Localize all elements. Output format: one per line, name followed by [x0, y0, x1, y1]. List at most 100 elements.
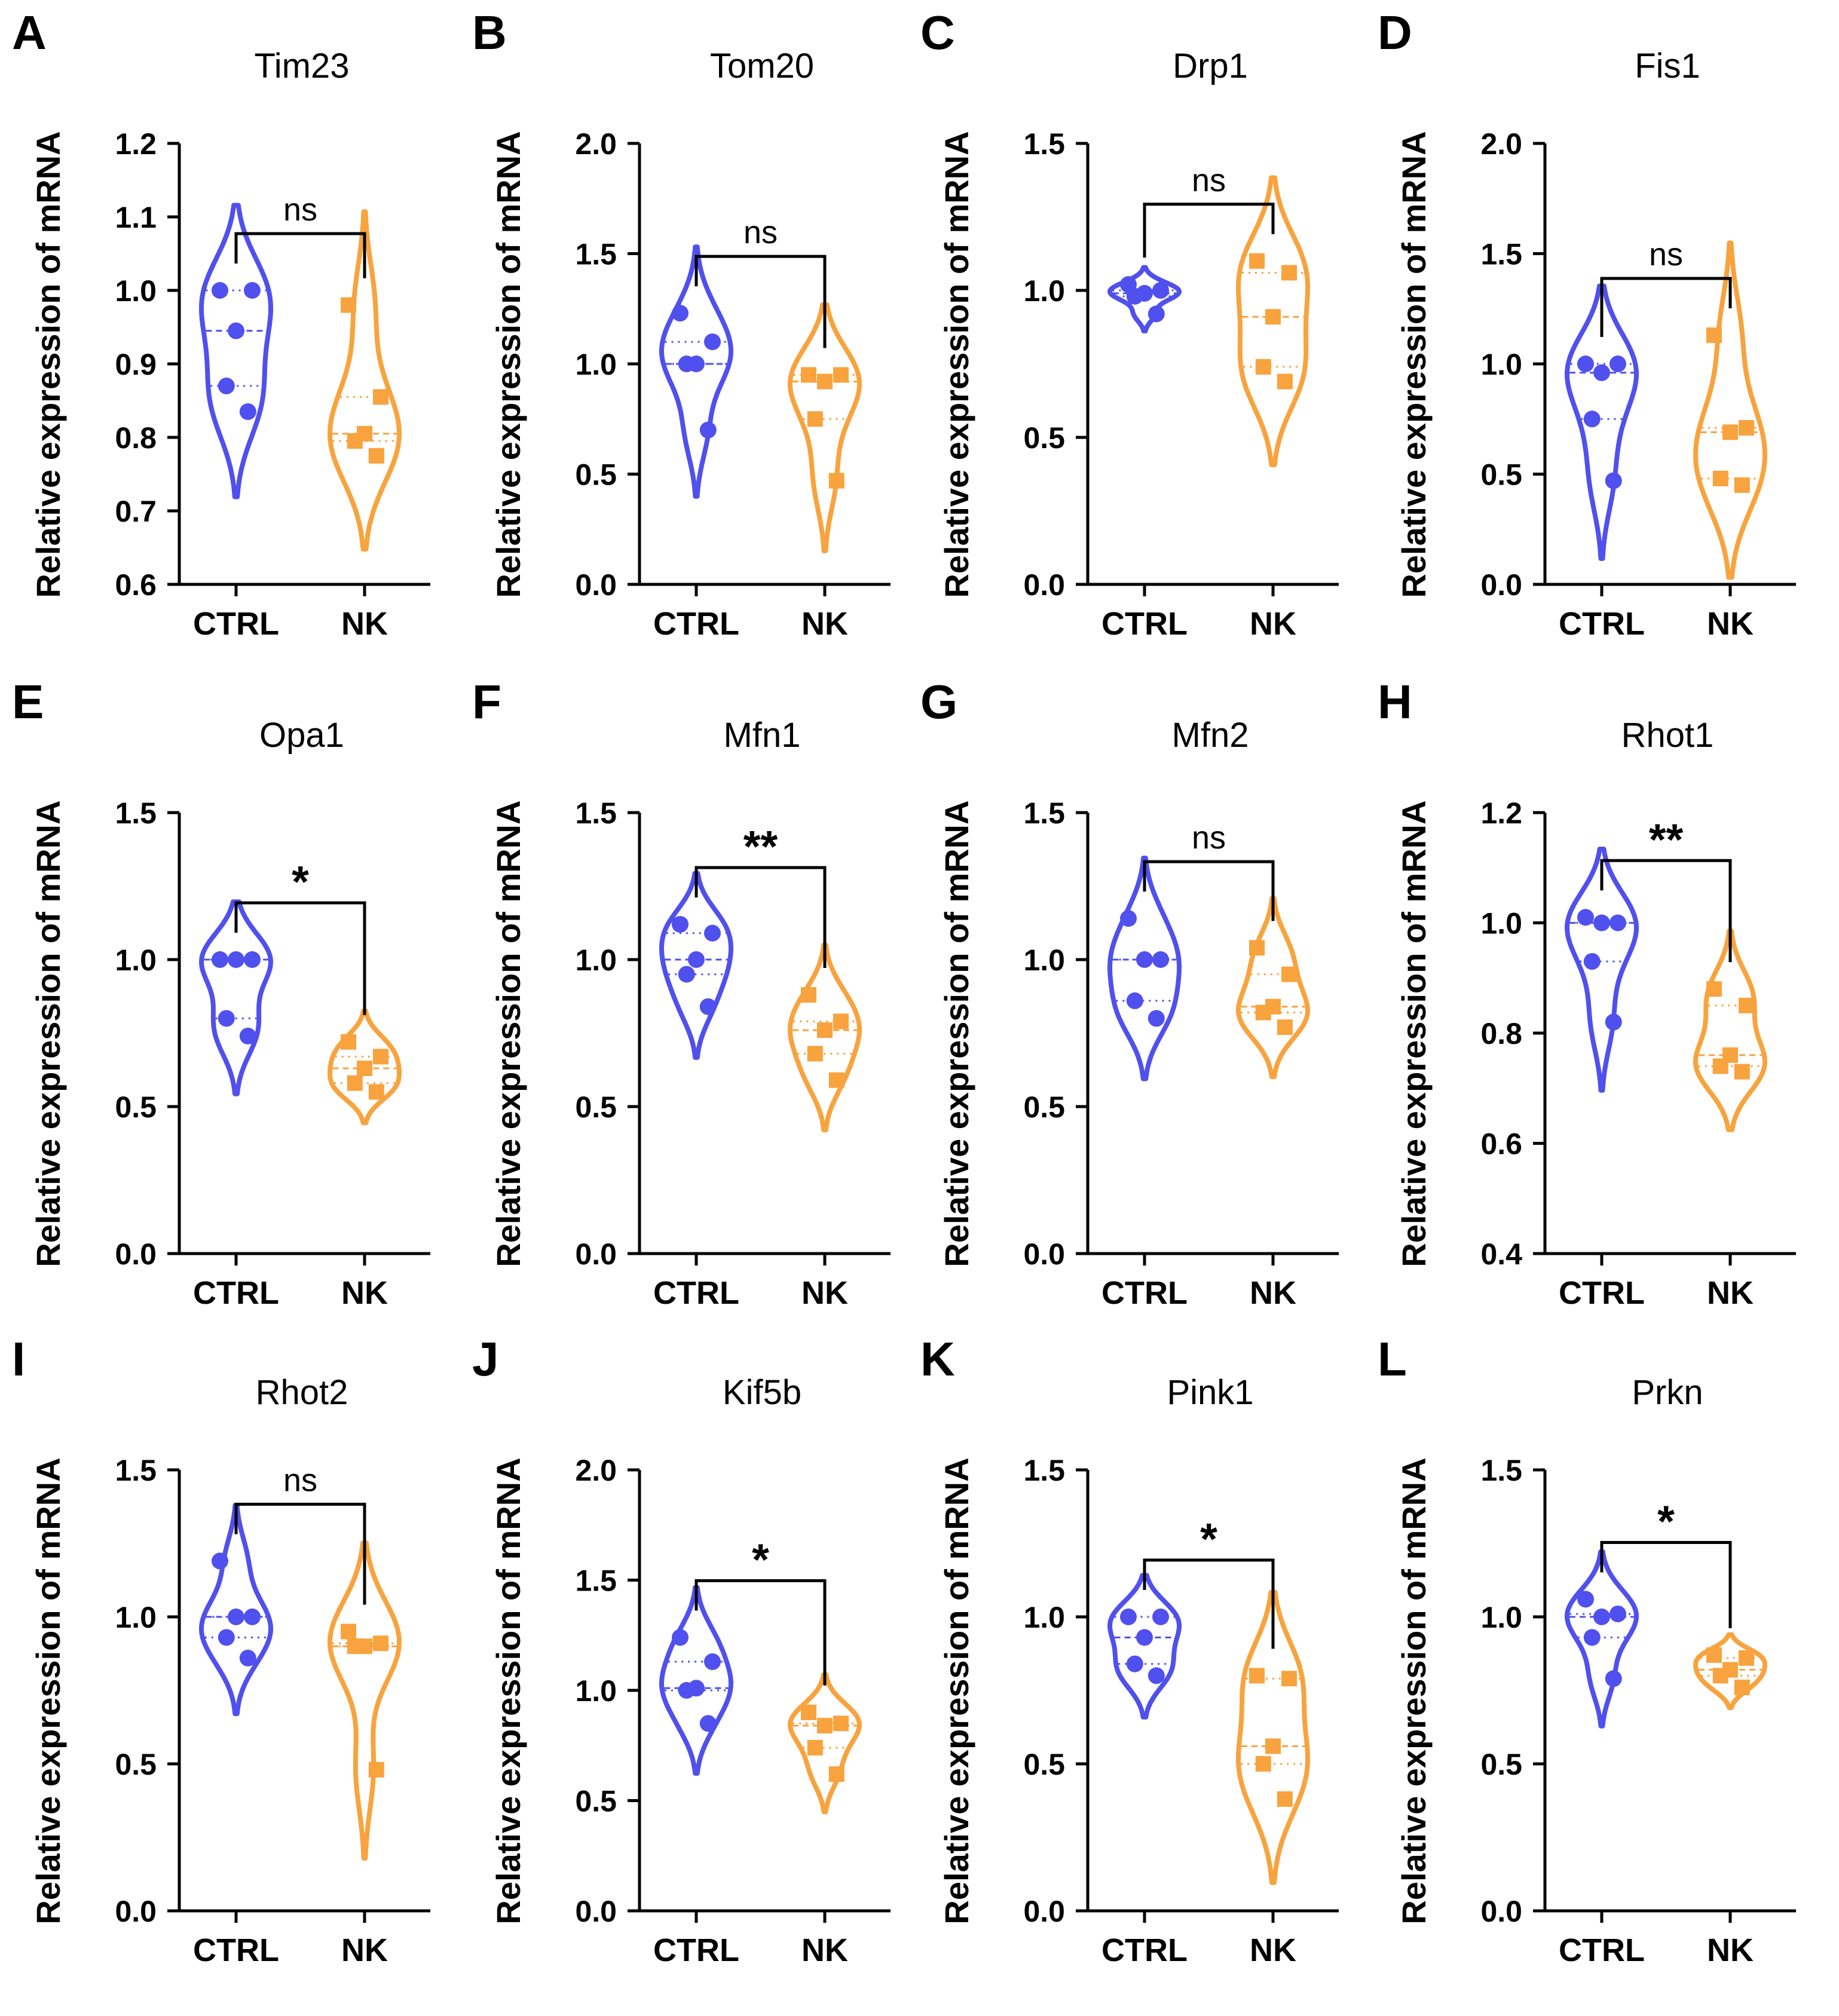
gene-title: Rhot2 — [256, 1373, 348, 1412]
y-axis-label: Relative expression of mRNA — [489, 131, 527, 598]
data-point-ctrl — [699, 1715, 717, 1732]
x-tick-label: CTRL — [1559, 1932, 1645, 1968]
y-tick-label: 2.0 — [575, 1454, 617, 1487]
data-point-nk — [833, 1013, 849, 1030]
y-tick-label: 0.5 — [575, 458, 617, 492]
data-point-ctrl — [1593, 1608, 1610, 1625]
significance-label: ns — [1649, 237, 1683, 272]
y-tick-label: 1.2 — [1480, 796, 1522, 830]
violin-nk — [1236, 896, 1310, 1079]
panel-l: L Prkn Relative expression of mRNA 0.0 0.5 1.… — [1378, 1332, 1796, 1968]
y-tick-label: 0.5 — [1023, 1748, 1065, 1781]
y-axis-label: Relative expression of mRNA — [1395, 1457, 1433, 1924]
data-point-ctrl — [704, 333, 721, 351]
significance-bracket — [694, 866, 827, 969]
violin-nk — [788, 1672, 862, 1815]
gene-title: Tim23 — [255, 47, 350, 85]
data-point-ctrl — [228, 322, 244, 339]
data-point-nk — [801, 987, 816, 1003]
x-tick-label: NK — [801, 1932, 848, 1968]
data-point-ctrl — [1126, 287, 1143, 305]
panel-letter: B — [472, 6, 507, 59]
data-point-ctrl — [1583, 1629, 1601, 1646]
data-point-nk — [1706, 1647, 1722, 1663]
data-point-ctrl — [1593, 364, 1610, 381]
y-tick-label: 0.7 — [115, 495, 157, 528]
x-tick-label: CTRL — [1101, 606, 1188, 642]
y-tick-label: 1.5 — [1023, 1454, 1065, 1487]
violin-ctrl — [1565, 1549, 1639, 1729]
panel-j: J Kif5b Relative expression of mRNA 0.0 0.5 1… — [472, 1332, 891, 1968]
gene-title: Mfn2 — [1172, 716, 1249, 755]
data-point-ctrl — [699, 421, 717, 439]
data-point-nk — [1734, 1064, 1750, 1080]
data-point-nk — [368, 1084, 384, 1100]
data-point-nk — [828, 1766, 844, 1782]
data-point-nk — [1281, 1671, 1297, 1687]
y-tick-label: 1.5 — [575, 796, 617, 830]
data-point-ctrl — [704, 924, 721, 942]
violin-ctrl — [199, 203, 273, 500]
panel-letter: D — [1378, 6, 1412, 59]
data-point-ctrl — [699, 998, 717, 1015]
data-point-ctrl — [218, 1010, 235, 1027]
y-tick-label: 1.0 — [575, 348, 617, 381]
y-tick-label: 1.5 — [1023, 796, 1065, 830]
data-point-ctrl — [1148, 305, 1165, 323]
y-tick-label: 1.0 — [115, 943, 157, 977]
panel-e: E Opa1 Relative expression of mRNA 0.0 0.5 1.… — [12, 675, 430, 1311]
significance-bracket — [1143, 860, 1275, 921]
violin-nk — [1693, 1632, 1767, 1711]
gene-title: Opa1 — [259, 716, 344, 755]
y-tick-label: 1.0 — [1480, 907, 1522, 940]
x-tick-label: CTRL — [193, 606, 279, 642]
data-point-ctrl — [1605, 472, 1622, 489]
data-point-nk — [1277, 1019, 1293, 1035]
y-tick-label: 0.0 — [1023, 1237, 1065, 1271]
gene-title: Rhot1 — [1621, 716, 1714, 755]
panel-c: C Drp1 Relative expression of mRNA 0.0 0.5 1.… — [920, 6, 1339, 642]
x-tick-label: NK — [341, 1275, 388, 1311]
data-point-ctrl — [218, 377, 235, 394]
data-point-ctrl — [228, 951, 244, 968]
y-tick-label: 0.9 — [115, 348, 157, 381]
y-axis-label: Relative expression of mRNA — [489, 800, 527, 1267]
data-point-nk — [1249, 940, 1265, 956]
x-tick-label: NK — [801, 1275, 848, 1311]
data-point-ctrl — [228, 1608, 244, 1625]
data-point-ctrl — [1577, 909, 1594, 926]
y-tick-label: 0.5 — [575, 1785, 617, 1818]
panel-letter: J — [472, 1332, 499, 1386]
y-tick-label: 0.0 — [1480, 568, 1522, 602]
gene-title: Kif5b — [723, 1373, 801, 1412]
panel-i: I Rhot2 Relative expression of mRNA 0.0 0.5 1… — [12, 1332, 430, 1968]
panel-letter: H — [1378, 675, 1412, 728]
y-tick-label: 0.5 — [115, 1090, 157, 1124]
data-point-nk — [817, 1718, 833, 1734]
violin-nk — [1693, 240, 1767, 580]
significance-bracket — [694, 1579, 827, 1686]
data-point-nk — [1249, 1668, 1265, 1684]
gene-title: Tom20 — [710, 47, 814, 85]
violin-nk — [328, 1540, 402, 1861]
data-point-nk — [347, 433, 363, 449]
data-point-nk — [1281, 265, 1297, 281]
data-point-nk — [1255, 1756, 1271, 1772]
data-point-ctrl — [1609, 1606, 1626, 1623]
data-point-nk — [357, 1061, 372, 1077]
data-point-nk — [1739, 1650, 1754, 1666]
data-point-ctrl — [239, 403, 256, 420]
data-point-ctrl — [1120, 1608, 1137, 1625]
significance-label: ** — [1649, 814, 1684, 864]
y-tick-label: 0.5 — [1480, 458, 1522, 492]
data-point-ctrl — [672, 305, 689, 322]
y-tick-label: 0.5 — [1023, 1090, 1065, 1124]
x-tick-label: CTRL — [1559, 1275, 1645, 1311]
y-tick-label: 0.0 — [115, 1237, 157, 1271]
violin-ctrl — [1107, 1573, 1182, 1720]
x-tick-label: CTRL — [653, 606, 739, 642]
y-tick-label: 0.8 — [115, 421, 157, 455]
y-tick-label: 1.0 — [575, 943, 617, 977]
y-tick-label: 1.0 — [1023, 274, 1065, 308]
data-point-ctrl — [212, 951, 228, 968]
